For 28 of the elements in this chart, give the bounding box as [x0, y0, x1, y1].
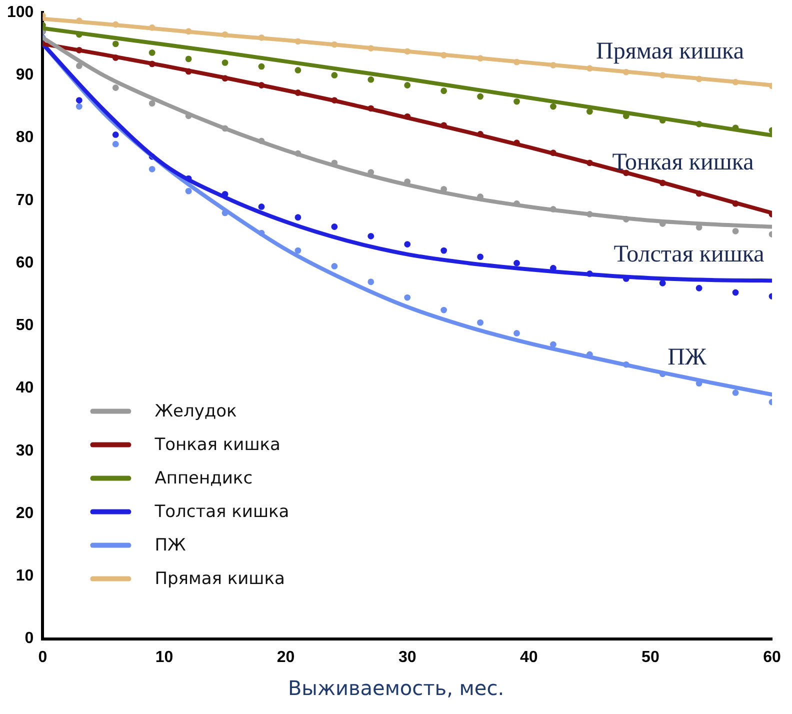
y-tick-label: 20 — [16, 504, 34, 522]
x-tick-label: 30 — [398, 648, 416, 666]
annotation: ПЖ — [668, 344, 707, 370]
legend-label: ПЖ — [154, 536, 186, 556]
y-tick-label: 50 — [16, 317, 34, 334]
legend-label: Толстая кишка — [154, 502, 290, 522]
x-tick-label: 40 — [520, 648, 538, 666]
y-tick-label: 0 — [24, 630, 34, 648]
x-tick-label: 20 — [276, 648, 295, 666]
x-tick-label: 50 — [642, 648, 660, 666]
legend-label: Желудок — [154, 402, 237, 422]
x-tick-label: 0 — [38, 648, 48, 666]
y-tick-label: 60 — [16, 254, 34, 272]
y-tick-label: 70 — [16, 192, 34, 209]
y-tick-label: 90 — [16, 66, 34, 84]
y-tick-label: 40 — [16, 380, 34, 397]
x-tick-label: 10 — [155, 648, 174, 666]
legend-label: Аппендикс — [154, 468, 253, 489]
x-axis-title: Выживаемость, мес. — [286, 676, 506, 700]
y-tick-label: 30 — [16, 442, 34, 460]
annotation: Прямая кишка — [596, 38, 744, 64]
legend-label: Тонкая кишка — [154, 435, 280, 456]
y-tick-label: 80 — [16, 129, 34, 146]
legend-label: Прямая кишка — [154, 569, 285, 590]
x-tick-label: 60 — [763, 648, 781, 666]
y-tick-label: 100 — [6, 4, 34, 22]
annotation: Толстая кишка — [614, 241, 765, 268]
y-tick-label: 10 — [16, 568, 34, 585]
